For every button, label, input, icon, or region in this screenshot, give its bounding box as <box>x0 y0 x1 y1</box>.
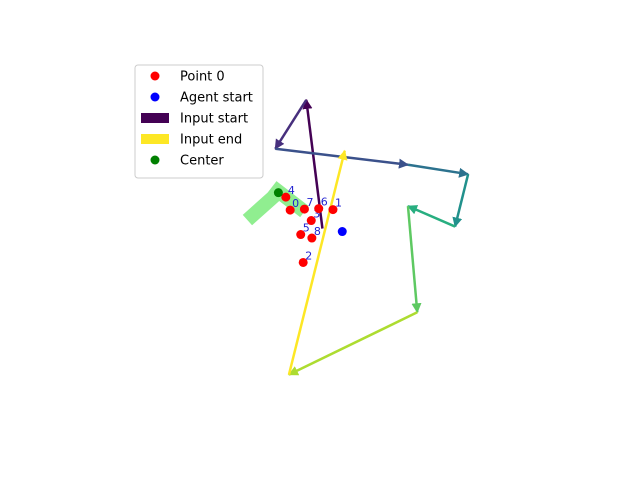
point-label-0: 0 <box>292 197 299 210</box>
point-label-2: 2 <box>305 249 312 262</box>
point-8 <box>307 233 317 243</box>
point-label-1: 1 <box>335 197 342 210</box>
legend: Point 0 Agent start Input start Input end Ce… <box>134 64 264 179</box>
path-segment-7 <box>288 311 418 376</box>
point-label-4: 4 <box>288 184 295 197</box>
point-6 <box>314 204 324 214</box>
point-0 <box>285 205 295 215</box>
point-label-3: 3 <box>313 208 320 221</box>
point-label-5: 5 <box>303 222 310 235</box>
point-1 <box>328 205 338 215</box>
legend-label-input-start: Input start <box>180 112 248 127</box>
legend-swatch-point-0 <box>150 71 160 81</box>
point-label-7: 7 <box>306 196 313 209</box>
legend-swatch-center <box>150 155 160 165</box>
legend-label-center: Center <box>180 154 224 169</box>
shape-segment-0 <box>242 189 280 226</box>
legend-label-point-0: Point 0 <box>180 70 225 85</box>
path-segment-1 <box>274 99 308 150</box>
path-segment-8 <box>287 149 348 375</box>
point-3 <box>306 216 316 226</box>
point-7 <box>299 204 309 214</box>
legend-swatch-input-start <box>141 113 169 123</box>
legend-swatch-input-end <box>141 134 169 144</box>
agent-start-marker <box>337 227 347 237</box>
legend-label-agent-start: Agent start <box>180 91 253 106</box>
path-segment-5 <box>407 204 456 228</box>
point-layer: 0 1 2 3 4 567 8 <box>273 184 347 267</box>
point-2 <box>298 257 308 267</box>
legend-frame <box>134 64 264 179</box>
point-label-6: 6 <box>321 196 328 209</box>
point-5 <box>296 230 306 240</box>
path-segment-3 <box>407 163 470 178</box>
point-label-8: 8 <box>314 225 321 238</box>
path-segment-6 <box>406 205 422 314</box>
legend-swatch-agent-start <box>150 92 160 102</box>
point-4 <box>281 192 291 202</box>
center-marker <box>273 188 283 198</box>
path-segment-4 <box>452 173 470 228</box>
legend-label-input-end: Input end <box>180 133 242 148</box>
